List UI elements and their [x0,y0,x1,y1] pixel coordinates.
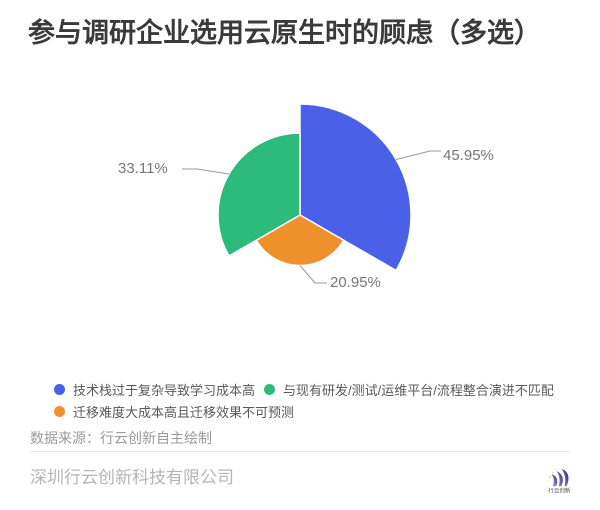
svg-text:20.95%: 20.95% [330,274,381,291]
svg-text:行云创新: 行云创新 [548,486,571,494]
svg-text:33.11%: 33.11% [118,160,168,177]
svg-text:45.95%: 45.95% [443,147,494,164]
